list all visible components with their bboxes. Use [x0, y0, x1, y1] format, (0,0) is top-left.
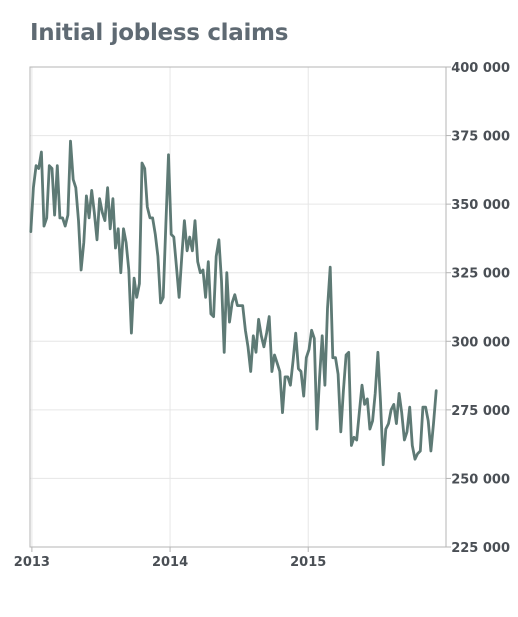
y-tick-label: 225 000 — [451, 541, 510, 556]
y-tick-label: 400 000 — [451, 61, 510, 76]
y-tick-label: 325 000 — [451, 267, 510, 282]
y-tick-label: 300 000 — [451, 335, 510, 350]
chart-title: Initial jobless claims — [30, 20, 289, 46]
y-tick-label: 275 000 — [451, 404, 510, 419]
series-line — [29, 139, 438, 467]
y-tick-label: 375 000 — [451, 130, 510, 145]
y-tick-label: 350 000 — [451, 198, 510, 213]
x-axis-ticks: 2013 2014 2015 — [14, 547, 326, 570]
y-tick-label: 250 000 — [451, 472, 510, 487]
plot-frame — [29, 66, 447, 548]
y-axis-ticks: 400 000 375 000 350 000 325 000 300 000 275 0… — [446, 61, 510, 556]
x-tick-label: 2015 — [290, 555, 326, 570]
x-tick-label: 2013 — [14, 555, 50, 570]
series-layer — [29, 139, 438, 467]
x-tick-label: 2014 — [152, 555, 188, 570]
